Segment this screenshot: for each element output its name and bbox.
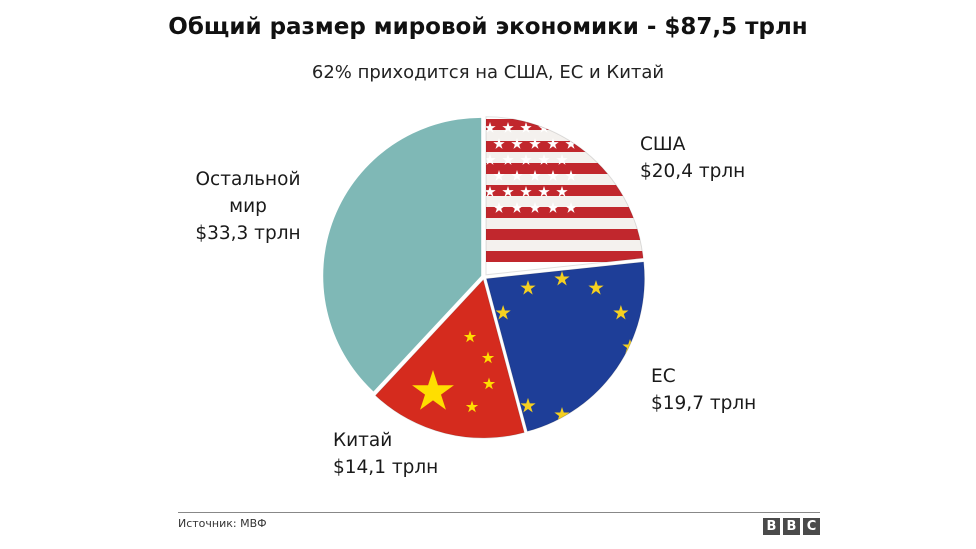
usa-flag-stripe bbox=[486, 152, 644, 163]
chart-title: Общий размер мировой экономики - $87,5 т… bbox=[168, 14, 808, 40]
usa-flag-stripe bbox=[486, 130, 644, 141]
label-china-name: Китай bbox=[333, 430, 393, 451]
usa-flag-stripe bbox=[486, 196, 644, 207]
usa-flag-stripe bbox=[486, 119, 644, 130]
source-note: Источник: МВФ bbox=[178, 517, 267, 530]
pie-slice-rest bbox=[323, 117, 482, 392]
bbc-logo-letter-1: B bbox=[763, 518, 780, 535]
chart-subtitle: 62% приходится на США, ЕС и Китай bbox=[311, 62, 665, 83]
usa-flag-stripe bbox=[486, 163, 644, 174]
usa-flag-star bbox=[556, 122, 568, 133]
label-usa-value: $20,4 трлн bbox=[640, 161, 746, 182]
footer-divider bbox=[178, 512, 820, 513]
pie-slice-eu-outline bbox=[485, 261, 645, 432]
bbc-logo: B B C bbox=[763, 518, 820, 535]
label-china-value: $14,1 трлн bbox=[333, 457, 439, 478]
label-usa-name: США bbox=[640, 134, 686, 155]
usa-flag-stripe bbox=[486, 141, 644, 152]
pie-slice-usa-outline bbox=[485, 116, 644, 276]
label-eu: ЕС $19,7 трлн bbox=[651, 363, 756, 417]
pie-slice-china-outline bbox=[374, 278, 525, 439]
usa-flag-stripe bbox=[486, 174, 644, 185]
label-rest-name-line2: мир bbox=[229, 196, 267, 217]
eu-flag-star bbox=[613, 373, 629, 388]
usa-flag-stripe bbox=[486, 251, 644, 262]
usa-flag-stripe bbox=[486, 218, 644, 229]
eu-flag-star bbox=[588, 397, 604, 413]
label-china: Китай $14,1 трлн bbox=[333, 427, 438, 481]
bbc-logo-letter-2: B bbox=[783, 518, 800, 535]
usa-flag-stripe bbox=[486, 207, 644, 218]
usa-flag-stripe bbox=[486, 229, 644, 240]
bbc-logo-letter-3: C bbox=[803, 518, 820, 535]
usa-flag-stripe bbox=[486, 240, 644, 251]
label-rest: Остальной мир $33,3 трлн bbox=[190, 166, 306, 247]
label-rest-value: $33,3 трлн bbox=[195, 223, 301, 244]
label-rest-name-line1: Остальной bbox=[195, 169, 301, 190]
label-eu-value: $19,7 трлн bbox=[651, 393, 757, 414]
label-eu-name: ЕС bbox=[651, 366, 676, 387]
label-usa: США $20,4 трлн bbox=[640, 131, 745, 185]
